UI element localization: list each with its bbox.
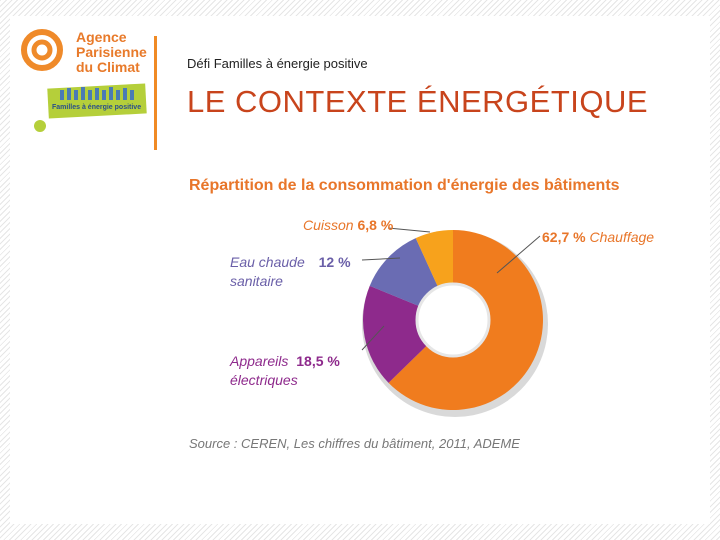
logo-swirl-icon <box>21 29 147 132</box>
header-divider <box>154 36 157 150</box>
chart-source: Source : CEREN, Les chiffres du bâtiment… <box>189 436 520 451</box>
leader-appareils <box>361 325 385 351</box>
chauffage-value: 62,7 % <box>542 229 586 245</box>
label-chauffage: 62,7 % Chauffage <box>542 228 654 247</box>
leader-eau-chaude <box>361 257 401 261</box>
label-eau-chaude: Eau chaude 12 % sanitaire <box>230 253 351 291</box>
chart-title: Répartition de la consommation d'énergie… <box>189 177 620 194</box>
slice-appareils-électriques <box>363 285 453 383</box>
donut-hole <box>415 282 491 358</box>
chauffage-name: Chauffage <box>589 229 655 245</box>
logo: Agence Parisienne du Climat Familles à é… <box>20 24 160 154</box>
label-appareils: Appareils 18,5 % électriques <box>230 352 340 390</box>
eau-name-1: Eau chaude <box>230 254 305 270</box>
label-cuisson: Cuisson 6,8 % <box>303 216 393 235</box>
org-name: Agence Parisienne du Climat <box>76 29 147 75</box>
cuisson-name: Cuisson <box>303 217 354 233</box>
badge-background <box>47 83 147 119</box>
page-title: LE CONTEXTE ÉNERGÉTIQUE <box>187 84 649 119</box>
cuisson-value: 6,8 % <box>357 217 394 233</box>
badge-text: Familles à énergie positive <box>52 104 142 111</box>
eau-name-2: sanitaire <box>230 273 283 289</box>
app-value: 18,5 % <box>296 353 340 369</box>
leader-cuisson <box>387 227 431 233</box>
eau-value: 12 % <box>318 254 351 270</box>
page-subtitle: Défi Familles à énergie positive <box>187 56 368 71</box>
app-name-2: électriques <box>230 372 298 388</box>
leader-chauffage <box>496 235 541 274</box>
app-name-1: Appareils <box>230 353 289 369</box>
